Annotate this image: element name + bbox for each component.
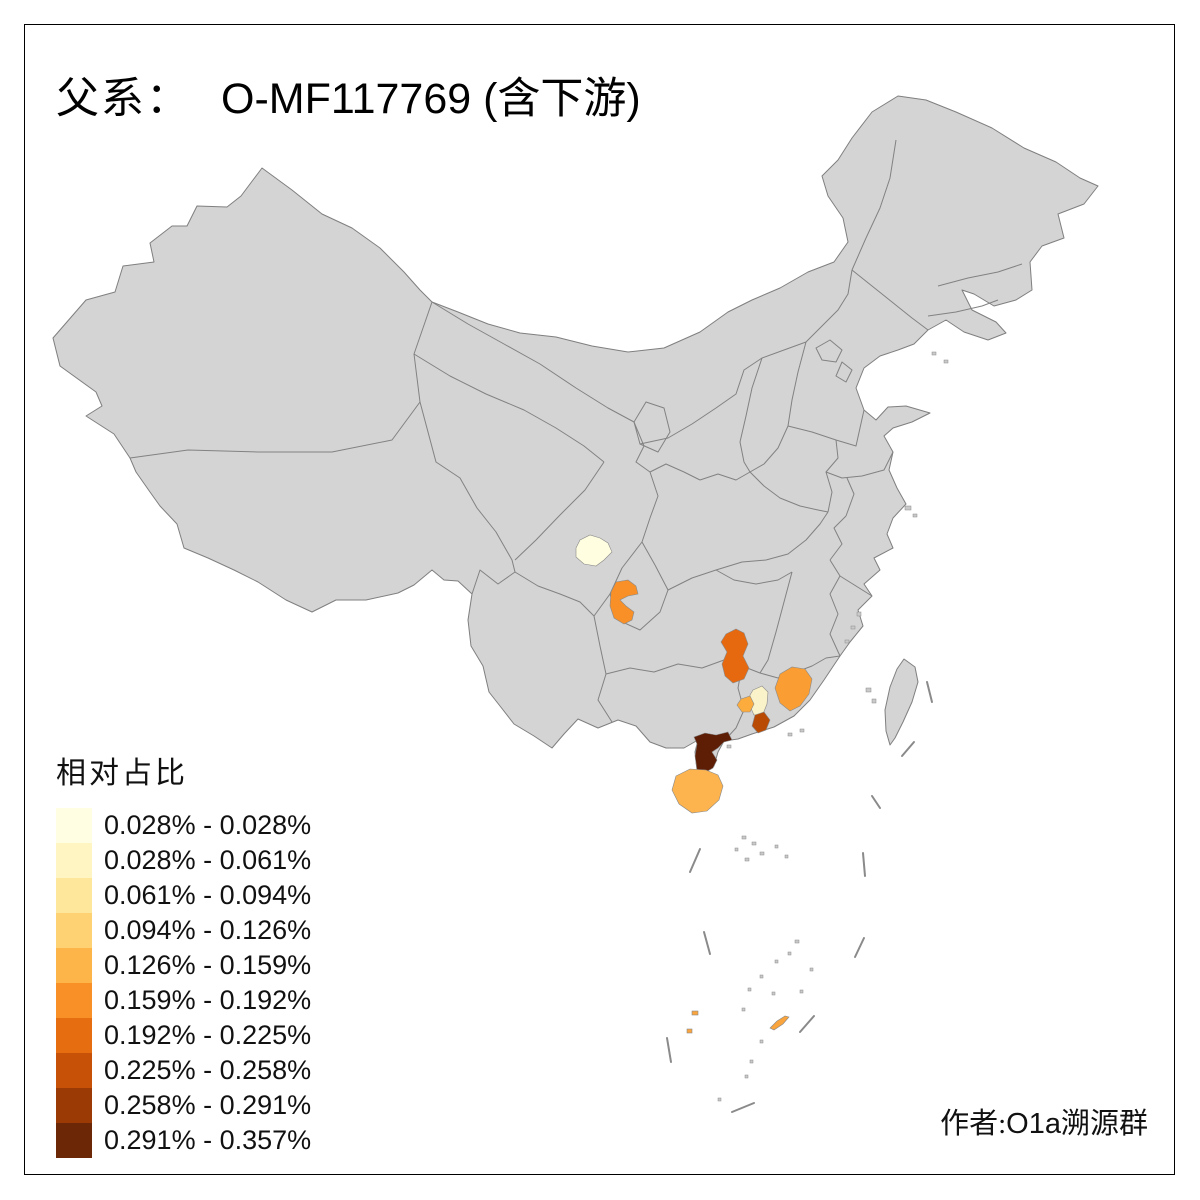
region-hunan-shaoyang xyxy=(720,628,750,684)
legend-label: 0.225% - 0.258% xyxy=(104,1055,312,1085)
region-hainan xyxy=(671,768,724,814)
region-chengdu xyxy=(575,534,613,567)
legend-label: 0.291% - 0.357% xyxy=(104,1125,312,1155)
legend-label: 0.094% - 0.126% xyxy=(104,915,312,945)
legend-row: 0.094% - 0.126% xyxy=(56,913,311,948)
legend-swatch xyxy=(56,843,92,878)
author-credit-suffix: 溯源群 xyxy=(1060,1108,1148,1140)
legend-row: 0.225% - 0.258% xyxy=(56,1053,311,1088)
legend-swatch xyxy=(56,983,92,1018)
region-guangdong-east xyxy=(774,666,813,712)
author-credit-latin: O1a xyxy=(1006,1108,1061,1140)
legend-label: 0.258% - 0.291% xyxy=(104,1090,312,1120)
region-nansha-islet-b xyxy=(686,1028,693,1034)
region-jiangmen xyxy=(751,711,771,734)
legend-label: 0.028% - 0.061% xyxy=(104,845,312,875)
choropleth-regions xyxy=(575,534,813,1034)
legend: 相对占比 0.028% - 0.028% 0.028% - 0.061% 0.0… xyxy=(56,748,311,1158)
legend-swatch xyxy=(56,1088,92,1123)
small-islets xyxy=(717,351,949,1102)
mainland-china-shape xyxy=(52,95,1099,773)
plot-frame xyxy=(24,24,1175,1175)
legend-swatch xyxy=(56,878,92,913)
region-zhanjiang xyxy=(693,731,733,773)
legend-swatch xyxy=(56,1053,92,1088)
legend-label: 0.028% - 0.028% xyxy=(104,810,312,840)
region-nansha-islet-a xyxy=(691,1010,699,1016)
map-title-prefix: 父系： xyxy=(56,76,191,123)
legend-row: 0.291% - 0.357% xyxy=(56,1123,311,1158)
region-xisha-islet xyxy=(769,1015,790,1031)
region-foshan xyxy=(736,695,755,713)
legend-row: 0.126% - 0.159% xyxy=(56,948,311,983)
legend-row: 0.192% - 0.225% xyxy=(56,1018,311,1053)
nine-dash-line xyxy=(666,681,933,1113)
legend-swatch xyxy=(56,1123,92,1158)
map-title: 父系： O-MF117769 (含下游) xyxy=(56,64,641,126)
author-credit: 作者:O1a溯源群 xyxy=(940,1100,1148,1142)
legend-swatch xyxy=(56,913,92,948)
author-credit-prefix: 作者: xyxy=(940,1108,1007,1140)
legend-title: 相对占比 xyxy=(56,757,188,790)
legend-label: 0.192% - 0.225% xyxy=(104,1020,312,1050)
legend-swatch xyxy=(56,948,92,983)
legend-row: 0.028% - 0.061% xyxy=(56,843,311,878)
taiwan-island xyxy=(884,658,919,746)
legend-label: 0.126% - 0.159% xyxy=(104,950,312,980)
legend-label: 0.061% - 0.094% xyxy=(104,880,312,910)
legend-row: 0.159% - 0.192% xyxy=(56,983,311,1018)
region-chongqing xyxy=(609,579,639,625)
legend-row: 0.028% - 0.028% xyxy=(56,808,311,843)
legend-row: 0.061% - 0.094% xyxy=(56,878,311,913)
legend-row: 0.258% - 0.291% xyxy=(56,1088,311,1123)
legend-swatch xyxy=(56,1018,92,1053)
map-title-main: O-MF117769 (含下游) xyxy=(221,75,641,123)
legend-label: 0.159% - 0.192% xyxy=(104,985,312,1015)
legend-swatch xyxy=(56,808,92,843)
province-borders xyxy=(129,139,1023,742)
